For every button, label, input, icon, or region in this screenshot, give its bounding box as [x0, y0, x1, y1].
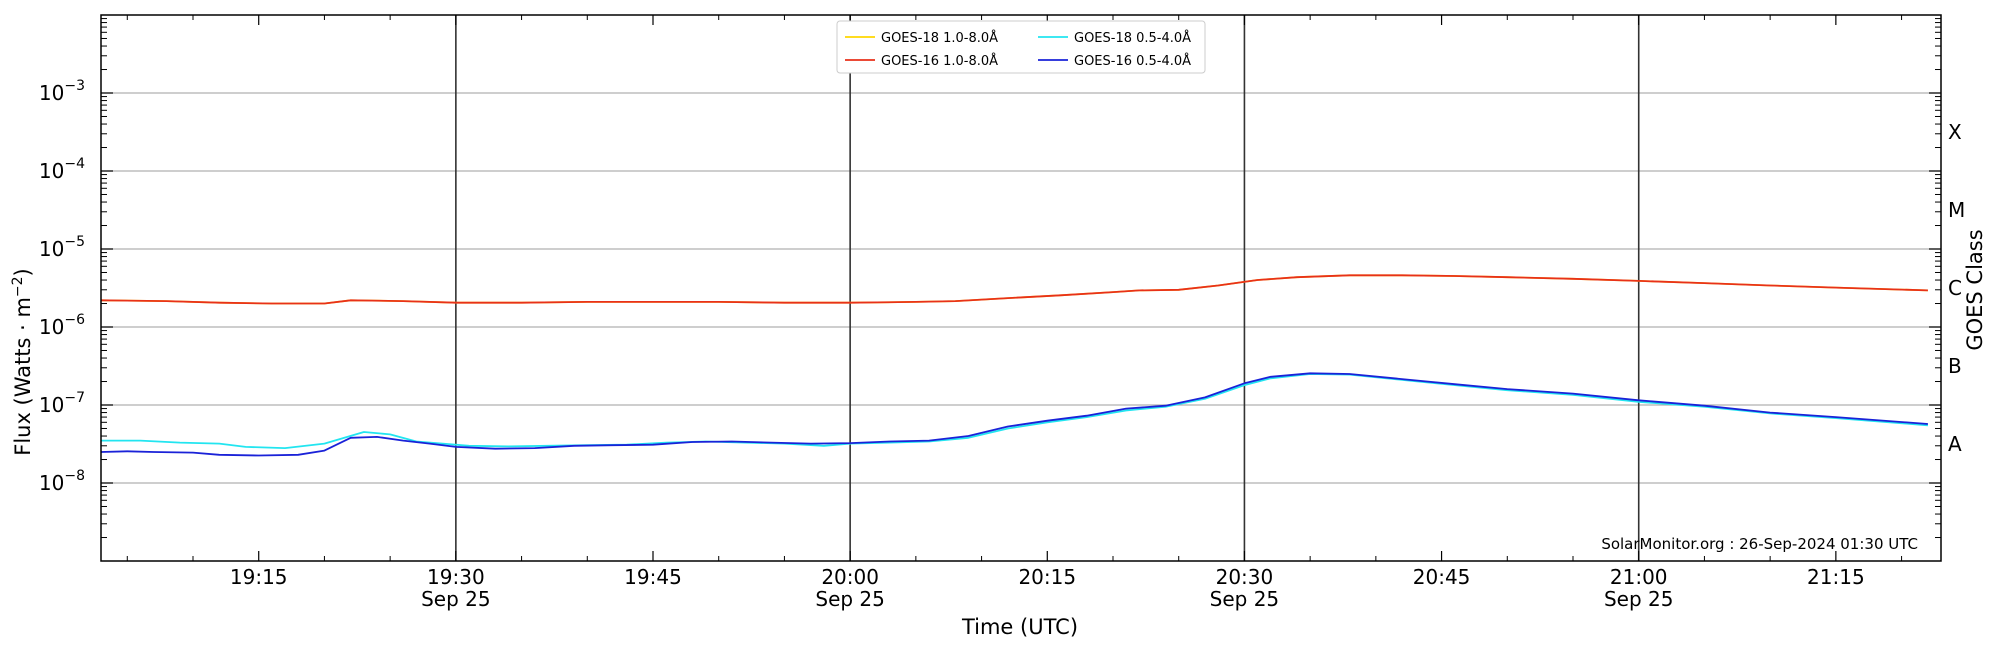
y-tick-label-exponent: −3 — [64, 78, 85, 94]
y-tick-label-base: 10 — [39, 81, 64, 105]
x-axis-title: Time (UTC) — [961, 615, 1078, 639]
legend-box — [836, 20, 1206, 74]
y-tick-label-base: 10 — [39, 237, 64, 261]
goes-class-label: C — [1948, 276, 1962, 300]
x-tick-date-label: Sep 25 — [1210, 587, 1280, 611]
y-tick-label-base: 10 — [39, 393, 64, 417]
y-tick-label: 10−6 — [39, 312, 85, 339]
y-axis-title: Flux (Watts · m−2) — [10, 268, 35, 456]
y-tick-label-base: 10 — [39, 471, 64, 495]
x-tick-label: 19:30 — [427, 565, 485, 589]
x-tick-label: 20:00 — [821, 565, 879, 589]
y-axis-title-main: Flux (Watts · m — [11, 297, 35, 456]
y-tick-label: 10−8 — [39, 468, 85, 495]
y-axis-title-exp: −2 — [10, 276, 26, 297]
x-tick-label: 21:15 — [1807, 565, 1865, 589]
y-tick-label-exponent: −6 — [64, 312, 85, 328]
y-tick-label: 10−4 — [39, 156, 85, 183]
goes-class-axis-title: GOES Class — [1963, 229, 1987, 350]
legend-label: GOES-18 1.0-8.0Å — [881, 30, 998, 46]
goes-class-label: X — [1948, 120, 1962, 144]
y-tick-label: 10−3 — [39, 78, 85, 105]
y-tick-label-exponent: −5 — [64, 234, 85, 250]
y-tick-label-base: 10 — [39, 315, 64, 339]
x-tick-label: 19:15 — [230, 565, 288, 589]
y-tick-label-exponent: −8 — [64, 468, 85, 484]
goes-class-label: B — [1948, 354, 1962, 378]
goes-class-label: M — [1948, 198, 1965, 222]
series-line — [100, 274, 1928, 305]
credit-text: SolarMonitor.org : 26-Sep-2024 01:30 UTC — [1601, 535, 1918, 553]
legend-label: GOES-18 0.5-4.0Å — [1074, 30, 1191, 46]
x-tick-label: 19:45 — [624, 565, 682, 589]
y-tick-label: 10−7 — [39, 390, 85, 417]
y-tick-label: 10−5 — [39, 234, 85, 261]
series-layer — [100, 274, 1928, 457]
legend-label: GOES-16 1.0-8.0Å — [881, 53, 998, 69]
x-tick-date-label: Sep 25 — [1604, 587, 1674, 611]
x-tick-label: 20:30 — [1216, 565, 1274, 589]
y-tick-label-exponent: −7 — [64, 390, 85, 406]
y-tick-label-base: 10 — [39, 159, 64, 183]
goes-class-label: A — [1948, 432, 1962, 456]
grid-layer — [101, 92, 1941, 484]
x-tick-label: 20:45 — [1413, 565, 1471, 589]
x-tick-label: 21:00 — [1610, 565, 1668, 589]
x-tick-date-label: Sep 25 — [421, 587, 491, 611]
series-line — [100, 274, 1928, 305]
vertical-marker-layer — [455, 15, 1640, 561]
series-line — [100, 372, 1928, 457]
x-tick-label: 20:15 — [1018, 565, 1076, 589]
plot-frame — [100, 14, 1942, 562]
legend: GOES-18 1.0-8.0Å GOES-16 1.0-8.0Å GOES-18 … — [836, 20, 1206, 74]
y-axis-title-close: ) — [11, 268, 35, 276]
x-tick-date-label: Sep 25 — [815, 587, 885, 611]
legend-label: GOES-16 0.5-4.0Å — [1074, 53, 1191, 69]
y-tick-label-exponent: −4 — [64, 156, 85, 172]
